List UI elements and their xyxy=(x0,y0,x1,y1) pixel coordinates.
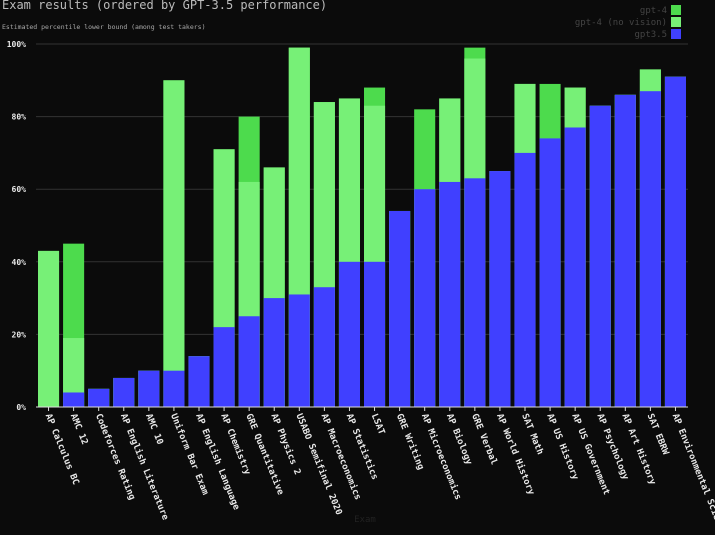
bar xyxy=(614,94,636,407)
legend-swatch xyxy=(671,5,681,15)
x-tick-label: AP English Literature xyxy=(118,412,171,522)
y-tick-label: 60% xyxy=(12,185,27,194)
bar xyxy=(664,76,686,408)
bar xyxy=(489,171,511,407)
bar xyxy=(639,91,661,407)
x-tick-label: AP Environmental Science xyxy=(670,412,715,535)
x-tick-label: USABO Semifinal 2020 xyxy=(294,412,345,517)
legend-swatch xyxy=(671,17,681,27)
y-tick-label: 20% xyxy=(12,330,27,339)
bar xyxy=(63,338,85,407)
x-tick-label: AMC 10 xyxy=(143,412,164,446)
bar xyxy=(263,298,285,407)
bar xyxy=(113,377,135,407)
legend-label: gpt-4 xyxy=(640,6,667,16)
legend-label: gpt3.5 xyxy=(634,30,667,40)
y-tick-label: 80% xyxy=(12,113,27,122)
bar xyxy=(188,356,210,407)
x-tick-label: AP English Language xyxy=(193,412,242,512)
bar xyxy=(464,178,486,407)
bar xyxy=(238,316,260,407)
bar xyxy=(288,294,310,407)
x-tick-label: GRE Verbal xyxy=(469,412,499,466)
bar xyxy=(338,261,360,407)
bar xyxy=(364,261,386,407)
bar xyxy=(88,388,110,407)
x-axis-label: Exam xyxy=(354,515,376,525)
legend-swatch xyxy=(671,29,681,39)
bar xyxy=(138,370,160,407)
y-tick-label: 40% xyxy=(12,258,27,267)
bar xyxy=(163,370,185,407)
bar xyxy=(389,210,411,407)
bar xyxy=(564,127,586,408)
bar xyxy=(163,80,185,408)
x-tick-label: AP Biology xyxy=(444,412,475,467)
bar xyxy=(313,287,335,407)
chart-title: Exam results (ordered by GPT-3.5 perform… xyxy=(2,0,327,12)
bar xyxy=(589,105,611,408)
x-tick-label: AMC 12 xyxy=(68,412,89,446)
bar xyxy=(539,138,561,407)
x-tick-label: LSAT xyxy=(369,412,387,436)
y-tick-label: 0% xyxy=(16,403,26,412)
x-tick-label: SAT EBRW xyxy=(645,412,671,456)
bar xyxy=(63,392,85,407)
bar xyxy=(38,250,60,407)
bar xyxy=(213,327,235,407)
chart-subtitle: Estimated percentile lower bound (among … xyxy=(2,23,206,31)
legend-label: gpt-4 (no vision) xyxy=(575,18,667,28)
y-tick-label: 100% xyxy=(7,40,26,49)
bar xyxy=(514,152,536,407)
bar xyxy=(439,181,461,407)
x-tick-label: SAT Math xyxy=(519,412,545,456)
bar xyxy=(414,189,436,407)
